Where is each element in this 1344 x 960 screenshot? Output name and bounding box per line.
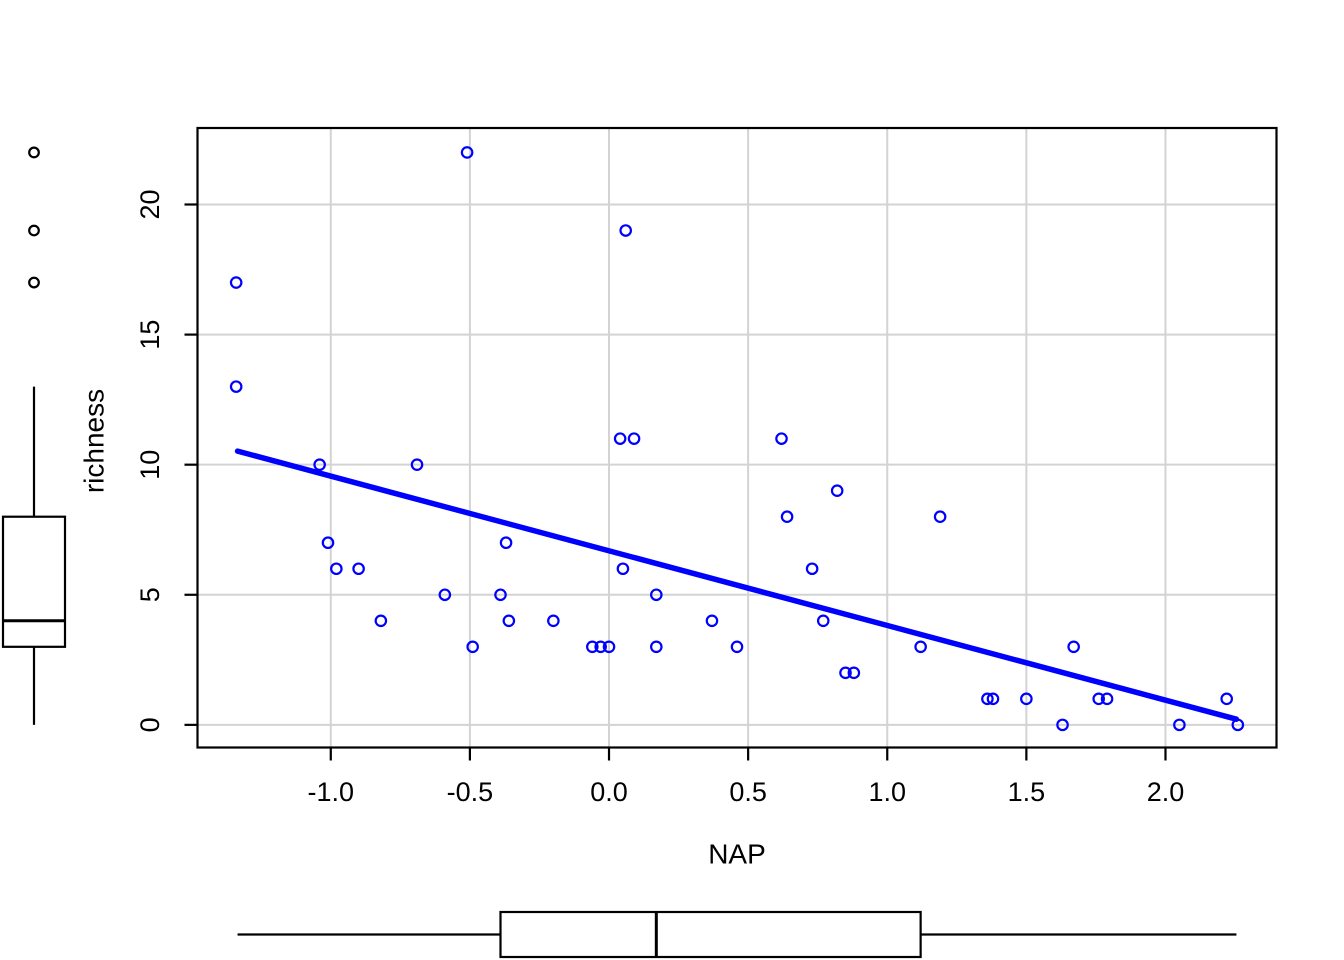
data-point [594, 640, 607, 654]
data-point [1173, 718, 1186, 732]
data-point [616, 562, 630, 576]
boxplot-outlier [28, 224, 40, 237]
data-point [705, 614, 719, 628]
data-point [586, 640, 599, 654]
data-point [839, 666, 852, 680]
plot-frame [196, 126, 1278, 749]
data-point [547, 614, 560, 628]
x-axis: -1.0 -0.5 0.0 0.5 1.0 1.5 2.0 [308, 747, 1185, 807]
data-point [313, 458, 326, 471]
data-point [229, 276, 243, 289]
boxplot-box [1, 515, 67, 648]
y-axis-tick-label: 5 [135, 587, 165, 602]
y-axis-tick-label: 15 [135, 320, 165, 350]
data-point [650, 588, 663, 602]
y-axis-tick-label: 10 [135, 450, 165, 480]
data-point [805, 562, 819, 576]
data-point [460, 146, 474, 159]
x-axis-tick-label: 0.0 [590, 777, 628, 807]
y-axis-tick-label: 0 [135, 717, 165, 732]
x-axis-tick-label: -1.0 [308, 777, 355, 807]
x-axis-title: NAP [708, 839, 766, 870]
data-point [321, 536, 335, 550]
data-point [1220, 692, 1233, 706]
data-point [914, 640, 927, 654]
data-point [229, 380, 243, 393]
x-axis-tick-label: 2.0 [1147, 777, 1185, 807]
richness-boxplot [1, 146, 67, 725]
x-axis-tick-label: -0.5 [447, 777, 494, 807]
data-point [602, 640, 616, 654]
x-axis-tick-label: 0.5 [729, 777, 767, 807]
data-point [847, 666, 861, 680]
data-point [986, 692, 1000, 706]
boxplot-outlier [28, 146, 40, 159]
grid [197, 128, 1277, 748]
data-point [374, 614, 388, 628]
data-point [330, 562, 343, 576]
y-axis: 0 5 10 15 20 [135, 189, 198, 732]
data-point [730, 640, 744, 654]
data-point [830, 484, 844, 497]
data-point [438, 588, 452, 602]
data-point [410, 458, 424, 471]
data-point [1100, 692, 1114, 706]
regression-line [234, 448, 1240, 722]
data-point [775, 432, 788, 445]
data-point [1092, 692, 1106, 706]
nap-boxplot [237, 910, 1237, 959]
data-points [229, 146, 1245, 732]
data-point [816, 614, 830, 628]
data-point [1020, 692, 1033, 706]
data-point [981, 692, 994, 706]
boxplot-box [499, 910, 922, 959]
data-point [494, 588, 507, 602]
data-point [502, 614, 516, 628]
y-axis-tick-label: 20 [135, 189, 165, 219]
y-axis-title: richness [79, 389, 110, 493]
data-point [619, 224, 633, 237]
data-point [1231, 718, 1245, 732]
data-point [650, 640, 663, 654]
data-point [613, 432, 627, 445]
data-point [499, 536, 513, 550]
boxplot-outlier [28, 276, 40, 289]
data-point [352, 562, 365, 576]
x-axis-tick-label: 1.0 [868, 777, 906, 807]
data-point [627, 432, 641, 445]
data-point [466, 640, 479, 654]
data-point [1056, 718, 1069, 732]
data-point [933, 510, 947, 524]
x-axis-tick-label: 1.5 [1008, 777, 1046, 807]
data-point [1067, 640, 1080, 654]
data-point [780, 510, 794, 524]
